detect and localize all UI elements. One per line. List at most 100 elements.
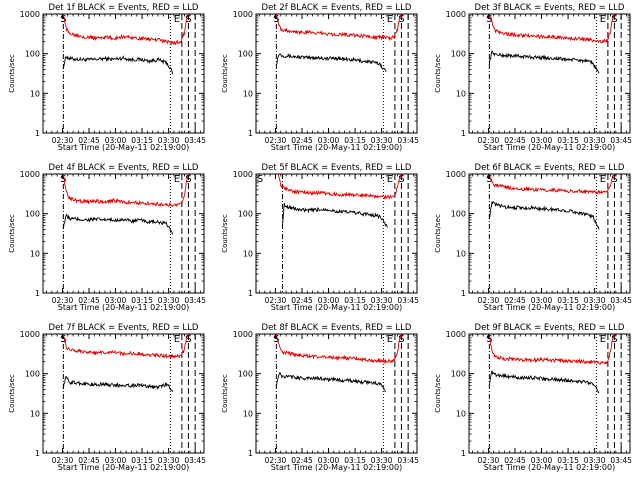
x-tick-label: 02:30: [52, 456, 74, 465]
chart-title: Det 7f BLACK = Events, RED = LLD: [49, 323, 199, 333]
y-tick-label: 100: [238, 50, 253, 59]
x-tick-label: 03:45: [397, 456, 419, 465]
x-tick-label: 02:45: [291, 136, 313, 145]
x-tick-label: 03:45: [397, 136, 419, 145]
marker-label-E: E: [387, 174, 393, 185]
y-tick-label: 10: [243, 89, 253, 98]
y-axis-label: Counts/sec: [8, 214, 16, 253]
lld-series-line: [62, 334, 189, 360]
plot-frame: [468, 13, 631, 134]
detector-chart: Det 9f BLACK = Events, RED = LLD Counts/s…: [434, 323, 632, 472]
marker-label-E: E: [174, 334, 180, 345]
y-tick-label: 10: [456, 89, 466, 98]
marker-label-E: E: [600, 14, 606, 25]
x-tick-label: 02:30: [265, 456, 287, 465]
detector-panel: Det 8f BLACK = Events, RED = LLD Counts/s…: [213, 320, 426, 480]
plot-frame: [42, 173, 205, 294]
events-series-line: [488, 370, 600, 394]
chart-title: Det 5f BLACK = Events, RED = LLD: [262, 163, 412, 173]
x-axis-label: Start Time (20-May-11 02:19:00): [58, 143, 189, 152]
x-tick-label: 03:30: [371, 456, 393, 465]
y-tick-label: 1: [35, 449, 40, 458]
y-tick-label: 1000: [233, 10, 253, 19]
marker-label-S: S: [486, 174, 492, 185]
y-tick-label: 1: [461, 449, 466, 458]
y-tick-label: 10: [30, 409, 40, 418]
y-tick-label: 1: [35, 289, 40, 298]
x-axis-label: Start Time (20-May-11 02:19:00): [271, 303, 402, 312]
x-tick-label: 03:15: [131, 456, 153, 465]
y-tick-label: 1: [248, 289, 253, 298]
y-tick-label: 10: [456, 249, 466, 258]
marker-label-S: S: [611, 334, 617, 345]
plot-frame: [255, 333, 418, 454]
y-tick-label: 10: [243, 249, 253, 258]
x-axis-label: Start Time (20-May-11 02:19:00): [484, 303, 615, 312]
y-tick-label: 1: [461, 289, 466, 298]
detector-chart: Det 5f BLACK = Events, RED = LLD Counts/s…: [221, 163, 419, 312]
x-tick-label: 03:30: [584, 456, 606, 465]
y-tick-label: 10: [243, 409, 253, 418]
x-tick-label: 03:30: [371, 296, 393, 305]
x-tick-label: 03:00: [318, 296, 340, 305]
y-axis-label: Counts/sec: [434, 214, 442, 253]
x-tick-label: 03:15: [344, 456, 366, 465]
lld-series-line: [277, 174, 402, 201]
detector-chart: Det 4f BLACK = Events, RED = LLD Counts/s…: [8, 163, 206, 312]
detector-panel: Det 3f BLACK = Events, RED = LLD Counts/s…: [426, 0, 639, 160]
x-tick-label: 03:30: [371, 136, 393, 145]
y-tick-label: 100: [451, 210, 466, 219]
plot-frame: [42, 333, 205, 454]
chart-title: Det 6f BLACK = Events, RED = LLD: [475, 163, 625, 173]
y-tick-label: 1000: [446, 330, 466, 339]
chart-title: Det 1f BLACK = Events, RED = LLD: [49, 3, 199, 13]
marker-label-S: S: [257, 174, 263, 185]
y-tick-label: 10: [30, 89, 40, 98]
marker-label-S: S: [185, 334, 191, 345]
x-tick-label: 03:30: [584, 296, 606, 305]
y-tick-label: 1: [35, 129, 40, 138]
x-axis-label: Start Time (20-May-11 02:19:00): [271, 143, 402, 152]
y-tick-label: 100: [25, 210, 40, 219]
y-tick-label: 1000: [446, 10, 466, 19]
x-tick-label: 03:45: [610, 136, 632, 145]
marker-label-S: S: [486, 334, 492, 345]
x-tick-label: 03:00: [531, 136, 553, 145]
events-series-line: [282, 202, 389, 228]
lld-series-line: [488, 334, 615, 365]
y-tick-label: 100: [451, 370, 466, 379]
events-series-line: [488, 50, 600, 74]
marker-label-E: E: [387, 334, 393, 345]
y-tick-label: 100: [238, 370, 253, 379]
y-tick-label: 100: [238, 210, 253, 219]
x-tick-label: 02:30: [478, 296, 500, 305]
marker-label-S: S: [60, 14, 66, 25]
x-tick-label: 03:30: [158, 136, 180, 145]
marker-label-S: S: [60, 334, 66, 345]
x-axis-label: Start Time (20-May-11 02:19:00): [58, 463, 189, 472]
chart-title: Det 3f BLACK = Events, RED = LLD: [475, 3, 625, 13]
x-tick-label: 03:15: [344, 296, 366, 305]
marker-label-S: S: [398, 174, 404, 185]
detector-panel: Det 5f BLACK = Events, RED = LLD Counts/s…: [213, 160, 426, 320]
x-tick-label: 02:45: [78, 296, 100, 305]
x-tick-label: 03:15: [131, 136, 153, 145]
events-series-line: [488, 201, 600, 230]
marker-label-S: S: [398, 334, 404, 345]
x-tick-label: 03:45: [397, 296, 419, 305]
events-series-line: [275, 372, 387, 393]
x-tick-label: 02:45: [78, 456, 100, 465]
x-tick-label: 03:15: [557, 456, 579, 465]
y-axis-label: Counts/sec: [8, 374, 16, 413]
marker-label-S: S: [273, 14, 279, 25]
x-axis-label: Start Time (20-May-11 02:19:00): [271, 463, 402, 472]
events-series-line: [62, 375, 174, 393]
chart-title: Det 8f BLACK = Events, RED = LLD: [262, 323, 412, 333]
events-series-line: [275, 53, 387, 72]
marker-label-E: E: [600, 174, 606, 185]
marker-label-S: S: [611, 174, 617, 185]
lld-series-line: [488, 174, 615, 195]
x-tick-label: 03:00: [105, 296, 127, 305]
y-axis-label: Counts/sec: [434, 374, 442, 413]
